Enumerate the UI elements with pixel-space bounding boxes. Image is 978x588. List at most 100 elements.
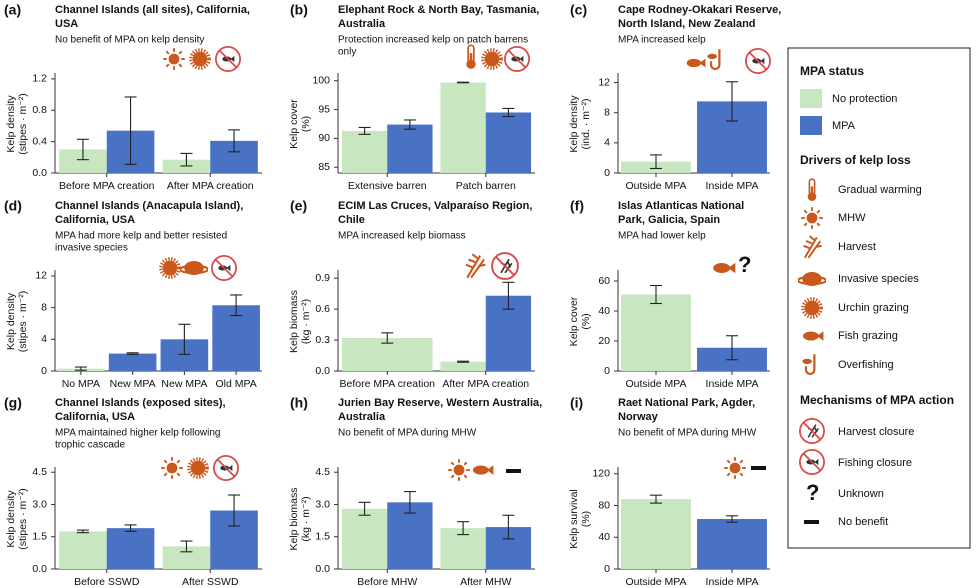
panel-title: Chile: [338, 214, 365, 226]
y-axis-label: (ind. · m⁻²): [580, 98, 592, 149]
bar: [212, 305, 260, 371]
panel-subtitle: No benefit of MPA on kelp density: [55, 35, 204, 46]
panel-title: Channel Islands (exposed sites),: [55, 397, 226, 409]
legend-heading: Mechanisms of MPA action: [800, 393, 954, 407]
error-bar: [726, 81, 738, 122]
error-bar: [650, 494, 662, 504]
error-bar: [358, 126, 371, 135]
x-tick-label: Extensive barren: [348, 180, 427, 192]
y-tick-label: 0.8: [32, 104, 47, 116]
panel-letter: (g): [4, 395, 22, 411]
panel-letter: (h): [290, 395, 308, 411]
panel-subtitle: MPA maintained higher kelp following: [55, 428, 220, 439]
y-tick-label: 100: [312, 75, 330, 87]
y-tick-label: 0.0: [315, 563, 330, 575]
error-bar: [502, 281, 515, 310]
legend: MPA status No protection MPA Drivers of …: [787, 47, 971, 549]
panel-letter: (a): [4, 2, 21, 18]
y-axis-label: (stipes · m⁻²): [17, 488, 29, 550]
y-tick-label: 12: [35, 270, 47, 282]
panel-title: North Island, New Zealand: [618, 18, 756, 30]
panel-letter: (b): [290, 2, 308, 18]
x-tick-label: After MHW: [460, 576, 511, 588]
bar: [59, 531, 107, 569]
error-bar: [180, 152, 193, 167]
bar: [621, 499, 691, 569]
panel-symbol: ?: [738, 252, 751, 277]
y-axis-label: Kelp density: [5, 490, 17, 548]
x-tick-label: Inside MPA: [706, 576, 759, 588]
panel-title: Raet National Park, Agder,: [618, 397, 755, 409]
panel-title: Norway: [618, 411, 659, 423]
y-tick-label: 3.0: [315, 498, 330, 510]
y-tick-label: 4: [604, 137, 610, 149]
legend-label: Unknown: [838, 488, 884, 500]
y-tick-label: 60: [598, 275, 610, 287]
panel-letter: (d): [4, 198, 22, 214]
x-tick-label: Before MPA creation: [339, 378, 435, 390]
bar: [341, 130, 388, 173]
y-tick-label: 8: [41, 301, 47, 313]
x-tick-label: New MPA: [110, 378, 156, 390]
error-bar: [457, 81, 470, 84]
x-tick-label: After SSWD: [182, 576, 239, 588]
y-axis-label: Kelp cover: [288, 99, 300, 149]
y-tick-label: 20: [598, 335, 610, 347]
panel-title: USA: [55, 18, 78, 30]
error-bar: [124, 96, 137, 165]
x-tick-label: After MPA creation: [167, 180, 254, 192]
legend-label: Harvest: [838, 241, 876, 253]
panel-title: Australia: [338, 18, 386, 30]
x-tick-label: Before SSWD: [74, 576, 140, 588]
x-tick-label: Before MHW: [357, 576, 417, 588]
y-tick-label: 40: [598, 531, 610, 543]
x-tick-label: Inside MPA: [706, 378, 759, 390]
x-tick-label: Outside MPA: [625, 180, 686, 192]
legend-label: Overfishing: [838, 359, 894, 371]
bar: [106, 528, 155, 569]
panel-subtitle: MPA increased kelp biomass: [338, 231, 466, 242]
y-axis-label: (stipes · m⁻²): [17, 93, 29, 155]
bar: [485, 112, 532, 173]
panel-subtitle: only: [338, 47, 356, 58]
y-tick-label: 4.5: [32, 466, 47, 478]
panel-title: Australia: [338, 411, 386, 423]
bar: [108, 353, 157, 371]
error-bar: [381, 332, 394, 344]
y-axis-label: Kelp survival: [568, 489, 580, 549]
y-tick-label: 4: [41, 333, 47, 345]
legend-label: MHW: [838, 212, 866, 224]
panel-title: California, USA: [55, 411, 135, 423]
y-tick-label: 0.3: [315, 334, 330, 346]
error-bar: [228, 129, 241, 153]
panel-letter: (e): [290, 198, 307, 214]
y-tick-label: 40: [598, 305, 610, 317]
panel-title: Elephant Rock & North Bay, Tasmania,: [338, 4, 539, 16]
panel-subtitle: No benefit of MPA during MHW: [618, 428, 757, 439]
panel-title: Islas Atlanticas National: [618, 200, 744, 212]
y-tick-label: 80: [598, 499, 610, 511]
x-tick-label: Outside MPA: [625, 576, 686, 588]
x-tick-label: New MPA: [161, 378, 207, 390]
y-tick-label: 90: [318, 132, 330, 144]
error-bar: [76, 138, 89, 161]
panel-subtitle: trophic cascade: [55, 440, 125, 451]
y-tick-label: 0.4: [32, 135, 47, 147]
legend-heading: MPA status: [800, 64, 864, 78]
panel-icons: [159, 44, 771, 482]
y-tick-label: 3.0: [32, 498, 47, 510]
y-tick-label: 95: [318, 103, 330, 115]
y-tick-label: 8: [604, 106, 610, 118]
legend-swatch: [800, 89, 822, 108]
panel-subtitle: MPA had lower kelp: [618, 231, 706, 242]
panel-title: ECIM Las Cruces, Valparaíso Region,: [338, 200, 532, 212]
legend-label: Fish grazing: [838, 330, 898, 342]
y-tick-label: 4.5: [315, 466, 330, 478]
y-tick-label: 0.0: [315, 365, 330, 377]
y-axis-label: (%): [580, 511, 592, 527]
panel-subtitle: MPA increased kelp: [618, 35, 706, 46]
y-axis-label: Kelp biomass: [288, 487, 300, 550]
panel-title: Channel Islands (Anacapula Island),: [55, 200, 243, 212]
x-tick-label: Inside MPA: [706, 180, 759, 192]
error-bar: [230, 294, 243, 317]
